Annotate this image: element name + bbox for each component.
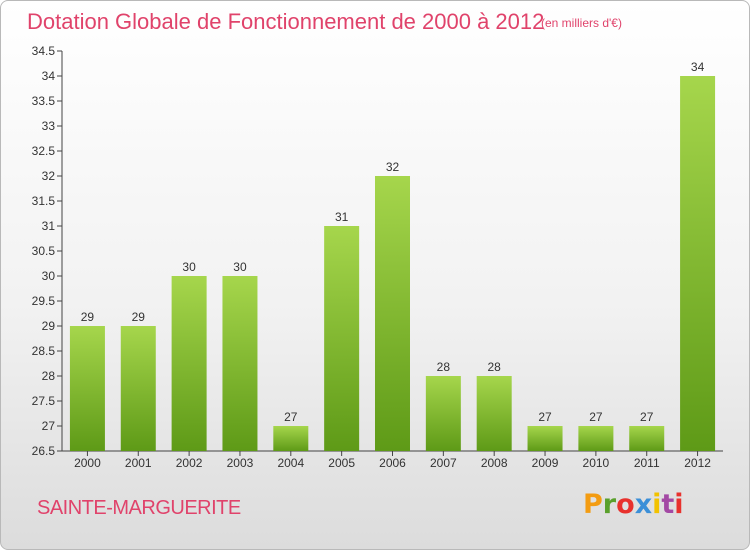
logo-letter: i [674, 489, 684, 520]
logo-letter: x [634, 489, 653, 520]
bar-2006[interactable] [375, 176, 410, 451]
bars [69, 76, 716, 451]
bar-2003[interactable] [222, 276, 258, 451]
value-label-2008: 28 [488, 360, 502, 374]
chart-title: Dotation Globale de Fonctionnement de 20… [27, 9, 545, 34]
chart-subtitle: (en milliers d'€) [541, 16, 622, 30]
x-tick-label: 2000 [74, 456, 101, 470]
y-tick-label: 34 [42, 69, 56, 83]
bar-2007[interactable] [425, 376, 461, 451]
commune-name: SAINTE-MARGUERITE [37, 497, 241, 519]
value-label-2010: 27 [589, 410, 603, 424]
bar-2000[interactable] [69, 326, 105, 451]
bar-2010[interactable] [578, 426, 614, 451]
x-tick-label: 2009 [532, 456, 559, 470]
bar-2001[interactable] [120, 326, 156, 451]
x-tick-label: 2002 [176, 456, 203, 470]
logo-letter: t [661, 489, 675, 520]
logo-letter: i [652, 489, 662, 520]
bar-2011[interactable] [629, 426, 665, 451]
value-label-2007: 28 [437, 360, 451, 374]
logo-letter: o [616, 489, 635, 520]
y-tick-label: 34.5 [32, 44, 56, 58]
y-tick-label: 26.5 [32, 444, 56, 458]
x-tick-label: 2006 [379, 456, 406, 470]
y-tick-label: 28 [42, 369, 56, 383]
proxiti-logo[interactable]: Proxiti [583, 489, 684, 520]
y-tick-label: 32.5 [32, 144, 56, 158]
x-tick-label: 2004 [277, 456, 304, 470]
value-labels: 29 29 30 30 27 31 32 28 28 27 27 27 34 [81, 60, 705, 424]
y-tick-label: 32 [42, 169, 56, 183]
y-tick-label: 30.5 [32, 244, 56, 258]
y-tick-label: 29 [42, 319, 56, 333]
value-label-2000: 29 [81, 310, 95, 324]
y-tick-label: 28.5 [32, 344, 56, 358]
bar-2009[interactable] [527, 426, 563, 451]
value-label-2003: 30 [233, 260, 247, 274]
bar-2012[interactable] [680, 76, 716, 451]
x-tick-label: 2005 [328, 456, 355, 470]
logo-letter: r [602, 489, 617, 520]
x-tick-label: 2008 [481, 456, 508, 470]
y-tick-label: 31 [42, 219, 56, 233]
x-tick-label: 2010 [583, 456, 610, 470]
value-label-2012: 34 [691, 60, 705, 74]
y-axis: 26.5 27 27.5 28 28.5 29 29.5 30 30.5 31 31.5 32 32.5… [32, 44, 63, 458]
y-tick-label: 33.5 [32, 94, 56, 108]
y-tick-label: 33 [42, 119, 56, 133]
y-tick-label: 31.5 [32, 194, 56, 208]
value-label-2001: 29 [132, 310, 146, 324]
x-tick-label: 2003 [227, 456, 254, 470]
value-label-2002: 30 [182, 260, 196, 274]
x-tick-label: 2001 [125, 456, 152, 470]
x-tick-label: 2007 [430, 456, 457, 470]
value-label-2011: 27 [640, 410, 654, 424]
y-tick-label: 27 [42, 419, 56, 433]
value-label-2009: 27 [538, 410, 552, 424]
bar-2008[interactable] [476, 376, 512, 451]
x-tick-label: 2012 [684, 456, 711, 470]
logo-letter: P [583, 489, 603, 520]
bar-2002[interactable] [171, 276, 207, 451]
y-tick-label: 29.5 [32, 294, 56, 308]
y-tick-label: 27.5 [32, 394, 56, 408]
value-label-2004: 27 [284, 410, 298, 424]
bar-2004[interactable] [273, 426, 309, 451]
x-tick-label: 2011 [634, 456, 660, 470]
bar-2005[interactable] [324, 226, 360, 451]
value-label-2006: 32 [386, 160, 400, 174]
x-axis: 2000 2001 2002 2003 2004 2005 2006 2007 2008 2009… [62, 450, 723, 470]
y-tick-label: 30 [42, 269, 56, 283]
value-label-2005: 31 [335, 210, 349, 224]
